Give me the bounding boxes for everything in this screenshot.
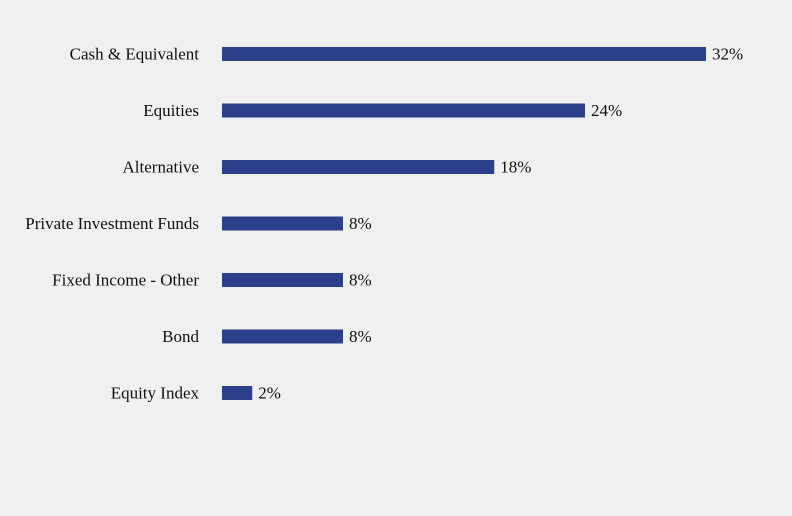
category-label-fixed-income-other: Fixed Income - Other	[52, 271, 199, 290]
category-label-equity-index: Equity Index	[111, 384, 200, 403]
category-label-alternative: Alternative	[123, 158, 199, 177]
bars-layer	[222, 47, 706, 400]
value-label-bond: 8%	[349, 327, 372, 346]
value-labels-layer: 32% 24% 18% 8% 8% 8% 2%	[258, 45, 743, 403]
value-label-private-investment-funds: 8%	[349, 214, 372, 233]
bar-private-investment-funds	[222, 216, 343, 231]
category-label-private-investment-funds: Private Investment Funds	[25, 214, 199, 233]
bar-equity-index	[222, 386, 253, 400]
category-label-cash-and-equivalent: Cash & Equivalent	[70, 45, 200, 64]
bar-bond	[222, 329, 343, 344]
value-label-cash-and-equivalent: 32%	[712, 45, 743, 64]
category-label-bond: Bond	[162, 327, 199, 346]
value-label-equities: 24%	[591, 101, 622, 120]
value-label-equity-index: 2%	[258, 384, 281, 403]
bar-fixed-income-other	[222, 273, 343, 287]
category-labels-layer: Cash & Equivalent Equities Alternative Priv…	[25, 45, 199, 403]
bar-alternative	[222, 160, 495, 174]
value-label-fixed-income-other: 8%	[349, 271, 372, 290]
value-label-alternative: 18%	[500, 158, 531, 177]
bar-cash-and-equivalent	[222, 47, 706, 61]
bar-equities	[222, 103, 585, 118]
category-label-equities: Equities	[143, 101, 199, 120]
